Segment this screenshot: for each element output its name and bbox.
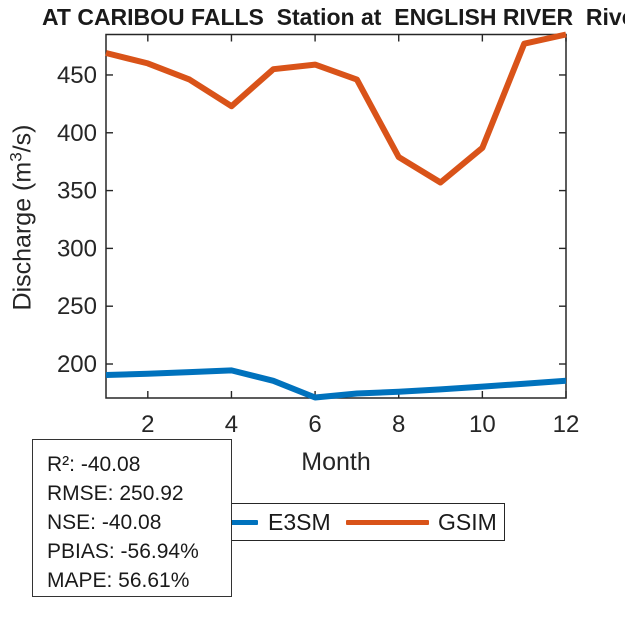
x-tick-label: 4 <box>225 411 238 438</box>
stat-rmse: RMSE: 250.92 <box>47 482 184 505</box>
gsim-line <box>105 31 567 186</box>
x-tick-label: 12 <box>553 411 580 438</box>
y-tick-label: 250 <box>57 293 97 320</box>
y-tick-label: 300 <box>57 235 97 262</box>
stats-box: R²: -40.08 RMSE: 250.92 NSE: -40.08 PBIA… <box>32 439 232 597</box>
x-tick-label: 8 <box>392 411 405 438</box>
stat-nse: NSE: -40.08 <box>47 511 162 534</box>
x-tick-label: 6 <box>308 411 321 438</box>
stat-r2: R²: -40.08 <box>47 453 141 476</box>
legend-label-gsim: GSIM <box>438 508 497 535</box>
y-tick-label: 400 <box>57 120 97 147</box>
chart-title: AT CARIBOU FALLS Station at ENGLISH RIVE… <box>42 4 625 30</box>
y-tick-label: 200 <box>57 351 97 378</box>
x-tick-label: 2 <box>141 411 154 438</box>
y-tick-label: 450 <box>57 62 97 89</box>
y-tick-label: 350 <box>57 178 97 205</box>
x-axis-label: Month <box>301 448 371 476</box>
e3sm-line <box>105 367 567 401</box>
stat-pbias: PBIAS: -56.94% <box>47 540 199 563</box>
stat-mape: MAPE: 56.61% <box>47 569 190 592</box>
legend-line-gsim <box>346 520 429 525</box>
x-tick-label: 10 <box>469 411 496 438</box>
legend-label-e3sm: E3SM <box>268 508 331 535</box>
axes-box <box>105 33 567 399</box>
